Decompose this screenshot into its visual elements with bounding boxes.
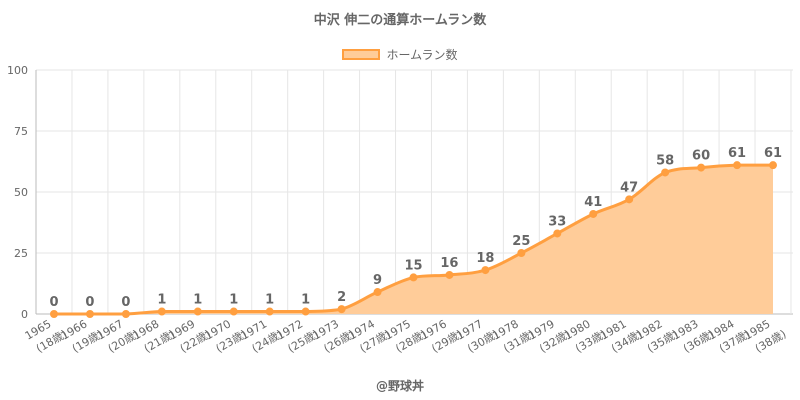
data-point bbox=[50, 310, 58, 318]
data-point bbox=[445, 270, 454, 279]
chart-title: 中沢 伸二の通算ホームラン数 bbox=[313, 13, 487, 28]
y-tick-label: 75 bbox=[14, 125, 28, 138]
data-point bbox=[301, 307, 310, 316]
data-label: 1 bbox=[229, 293, 238, 308]
data-point bbox=[265, 307, 274, 316]
data-label: 0 bbox=[121, 295, 130, 310]
data-point bbox=[373, 288, 382, 297]
data-point bbox=[553, 229, 562, 238]
data-point bbox=[409, 273, 418, 282]
data-label: 1 bbox=[193, 293, 202, 308]
data-point bbox=[625, 195, 634, 204]
legend-label: ホームラン数 bbox=[386, 48, 458, 62]
data-label: 60 bbox=[692, 149, 710, 164]
data-label: 61 bbox=[728, 146, 746, 161]
data-label: 15 bbox=[404, 258, 422, 273]
data-label: 9 bbox=[373, 273, 382, 288]
data-label: 33 bbox=[548, 214, 566, 229]
data-label: 0 bbox=[49, 295, 58, 310]
y-tick-label: 50 bbox=[14, 186, 28, 199]
data-point bbox=[661, 168, 670, 177]
data-label: 41 bbox=[584, 195, 602, 210]
footer-credit: @野球丼 bbox=[375, 379, 424, 393]
data-label: 2 bbox=[337, 290, 346, 305]
data-label: 61 bbox=[764, 146, 782, 161]
data-point bbox=[589, 209, 598, 218]
y-tick-label: 100 bbox=[7, 64, 28, 77]
data-point bbox=[229, 307, 238, 316]
data-point bbox=[337, 305, 346, 314]
data-label: 16 bbox=[440, 256, 458, 271]
data-point bbox=[481, 266, 490, 275]
data-point bbox=[157, 307, 166, 316]
series-area bbox=[54, 165, 773, 314]
data-point bbox=[85, 310, 94, 318]
data-label: 1 bbox=[157, 293, 166, 308]
data-point bbox=[517, 249, 526, 257]
legend-swatch bbox=[342, 49, 381, 60]
data-label: 18 bbox=[476, 251, 494, 266]
data-point bbox=[121, 310, 130, 318]
data-label: 58 bbox=[656, 153, 674, 168]
data-label: 1 bbox=[265, 293, 274, 308]
data-label: 1 bbox=[301, 293, 310, 308]
data-point bbox=[733, 161, 742, 170]
data-label: 47 bbox=[620, 180, 638, 195]
data-point bbox=[697, 163, 706, 172]
y-tick-label: 25 bbox=[14, 247, 28, 260]
data-label: 25 bbox=[512, 234, 530, 249]
data-point bbox=[193, 307, 202, 316]
data-label: 0 bbox=[85, 295, 94, 310]
data-point bbox=[769, 161, 777, 170]
y-tick-label: 0 bbox=[21, 308, 28, 321]
legend[interactable]: ホームラン数 bbox=[0, 46, 800, 63]
